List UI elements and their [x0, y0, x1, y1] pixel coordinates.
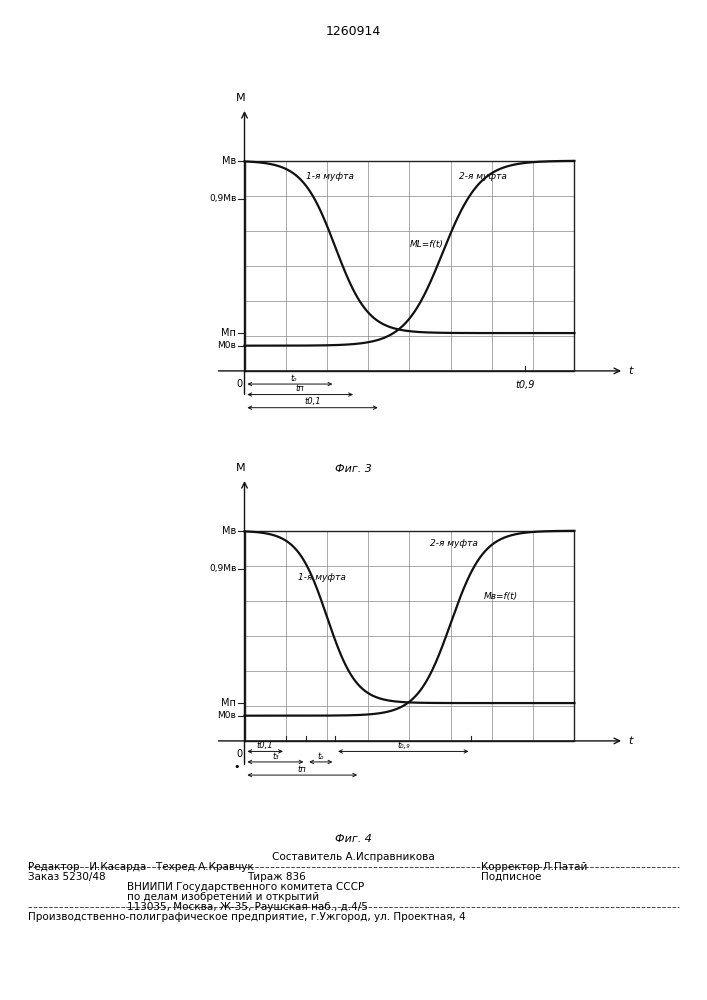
Text: 113035, Москва, Ж-35, Раушская наб., д.4/5: 113035, Москва, Ж-35, Раушская наб., д.4…	[127, 902, 368, 912]
Text: t₃: t₃	[272, 752, 279, 761]
Text: Редактор   И.Касарда   Техред А.Кравчук: Редактор И.Касарда Техред А.Кравчук	[28, 862, 254, 872]
Text: Мв: Мв	[222, 156, 236, 166]
Text: 1-я муфта: 1-я муфта	[298, 573, 346, 582]
Text: Фиг. 4: Фиг. 4	[335, 834, 372, 844]
Text: 0: 0	[236, 379, 243, 389]
Text: Мп: Мп	[221, 698, 236, 708]
Text: Мп: Мп	[221, 328, 236, 338]
Text: tп: tп	[298, 765, 307, 774]
Text: 0,9Мв: 0,9Мв	[209, 564, 236, 573]
Text: tп: tп	[296, 384, 305, 393]
Text: 1260914: 1260914	[326, 25, 381, 38]
Text: M: M	[235, 93, 245, 103]
Text: Заказ 5230/48: Заказ 5230/48	[28, 872, 106, 882]
Text: 0,9Мв: 0,9Мв	[209, 194, 236, 203]
Text: М0в: М0в	[217, 341, 236, 350]
Text: t: t	[628, 736, 633, 746]
Text: Мв=f(t): Мв=f(t)	[484, 592, 518, 601]
Text: tₒ: tₒ	[291, 374, 298, 383]
Text: Корректор Л.Патай: Корректор Л.Патай	[481, 862, 587, 872]
Text: •: •	[233, 762, 240, 772]
Text: t0,9: t0,9	[515, 380, 534, 390]
Text: 1-я муфта: 1-я муфта	[306, 172, 354, 181]
Text: tₒ: tₒ	[317, 752, 325, 761]
Text: М0в: М0в	[217, 711, 236, 720]
Text: t0,1: t0,1	[257, 741, 274, 750]
Text: Мв: Мв	[222, 526, 236, 536]
Text: Фиг. 3: Фиг. 3	[335, 464, 372, 474]
Text: МL=f(t): МL=f(t)	[409, 240, 443, 249]
Text: t: t	[628, 366, 633, 376]
Text: 2-я муфта: 2-я муфта	[430, 539, 478, 548]
Text: по делам изобретений и открытий: по делам изобретений и открытий	[127, 892, 320, 902]
Text: Составитель А.Исправникова: Составитель А.Исправникова	[272, 852, 435, 862]
Text: 0: 0	[236, 749, 243, 759]
Text: Подписное: Подписное	[481, 872, 541, 882]
Text: Производственно-полиграфическое предприятие, г.Ужгород, ул. Проектная, 4: Производственно-полиграфическое предприя…	[28, 912, 466, 922]
Text: 2-я муфта: 2-я муфта	[459, 172, 507, 181]
Text: t₀,₉: t₀,₉	[397, 741, 409, 750]
Text: t0,1: t0,1	[304, 397, 321, 406]
Text: M: M	[235, 463, 245, 473]
Text: ВНИИПИ Государственного комитета СССР: ВНИИПИ Государственного комитета СССР	[127, 882, 365, 892]
Text: Тираж 836: Тираж 836	[247, 872, 306, 882]
